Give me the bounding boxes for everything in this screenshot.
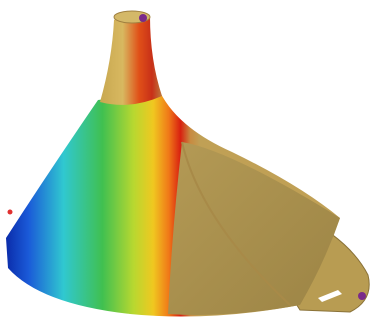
spout — [100, 12, 162, 105]
flange-slot — [318, 290, 342, 302]
cone-edge — [181, 141, 291, 306]
marker — [358, 292, 366, 300]
marker — [7, 209, 13, 215]
cone-face — [168, 142, 340, 315]
marker — [139, 14, 147, 22]
